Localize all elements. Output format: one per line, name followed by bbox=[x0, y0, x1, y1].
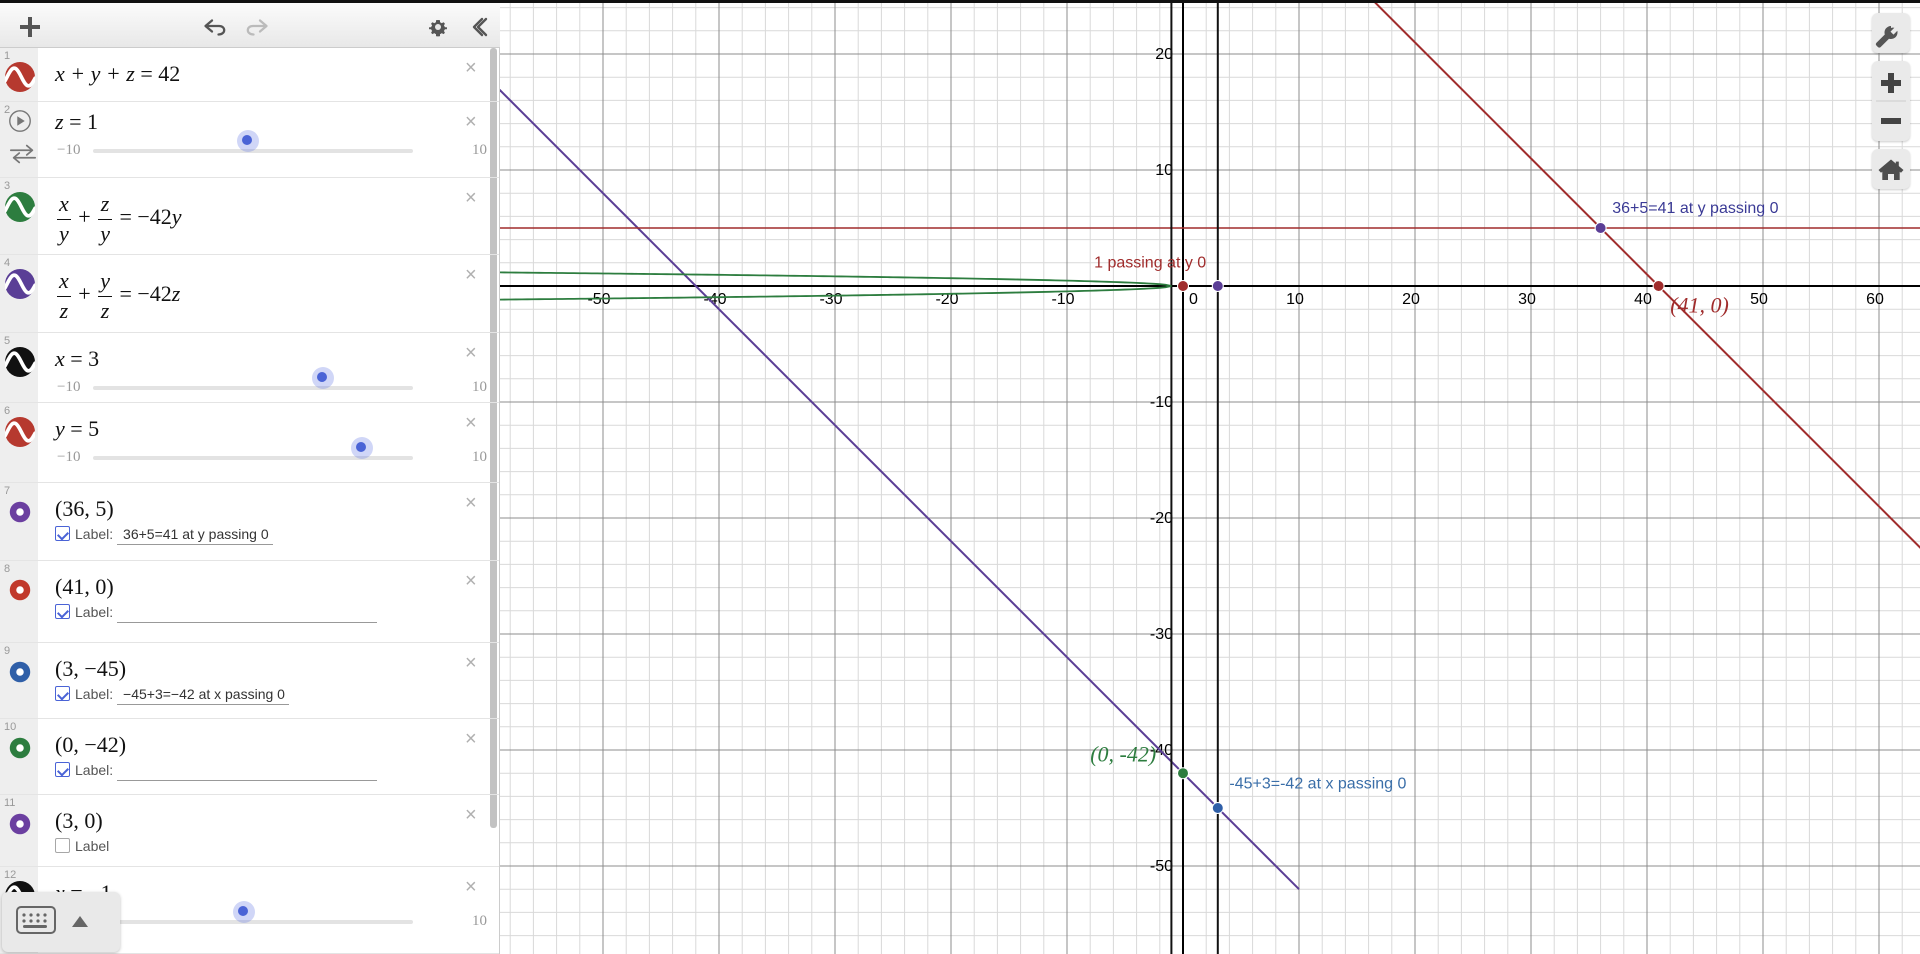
svg-text:1 passing at y 0: 1 passing at y 0 bbox=[1094, 254, 1206, 271]
svg-text:(0, -42): (0, -42) bbox=[1090, 742, 1156, 767]
svg-text:(41, 0): (41, 0) bbox=[1670, 293, 1729, 318]
svg-text:36+5=41 at y passing 0: 36+5=41 at y passing 0 bbox=[1612, 200, 1778, 217]
svg-text:-45+3=-42 at x passing 0: -45+3=-42 at x passing 0 bbox=[1229, 775, 1406, 792]
